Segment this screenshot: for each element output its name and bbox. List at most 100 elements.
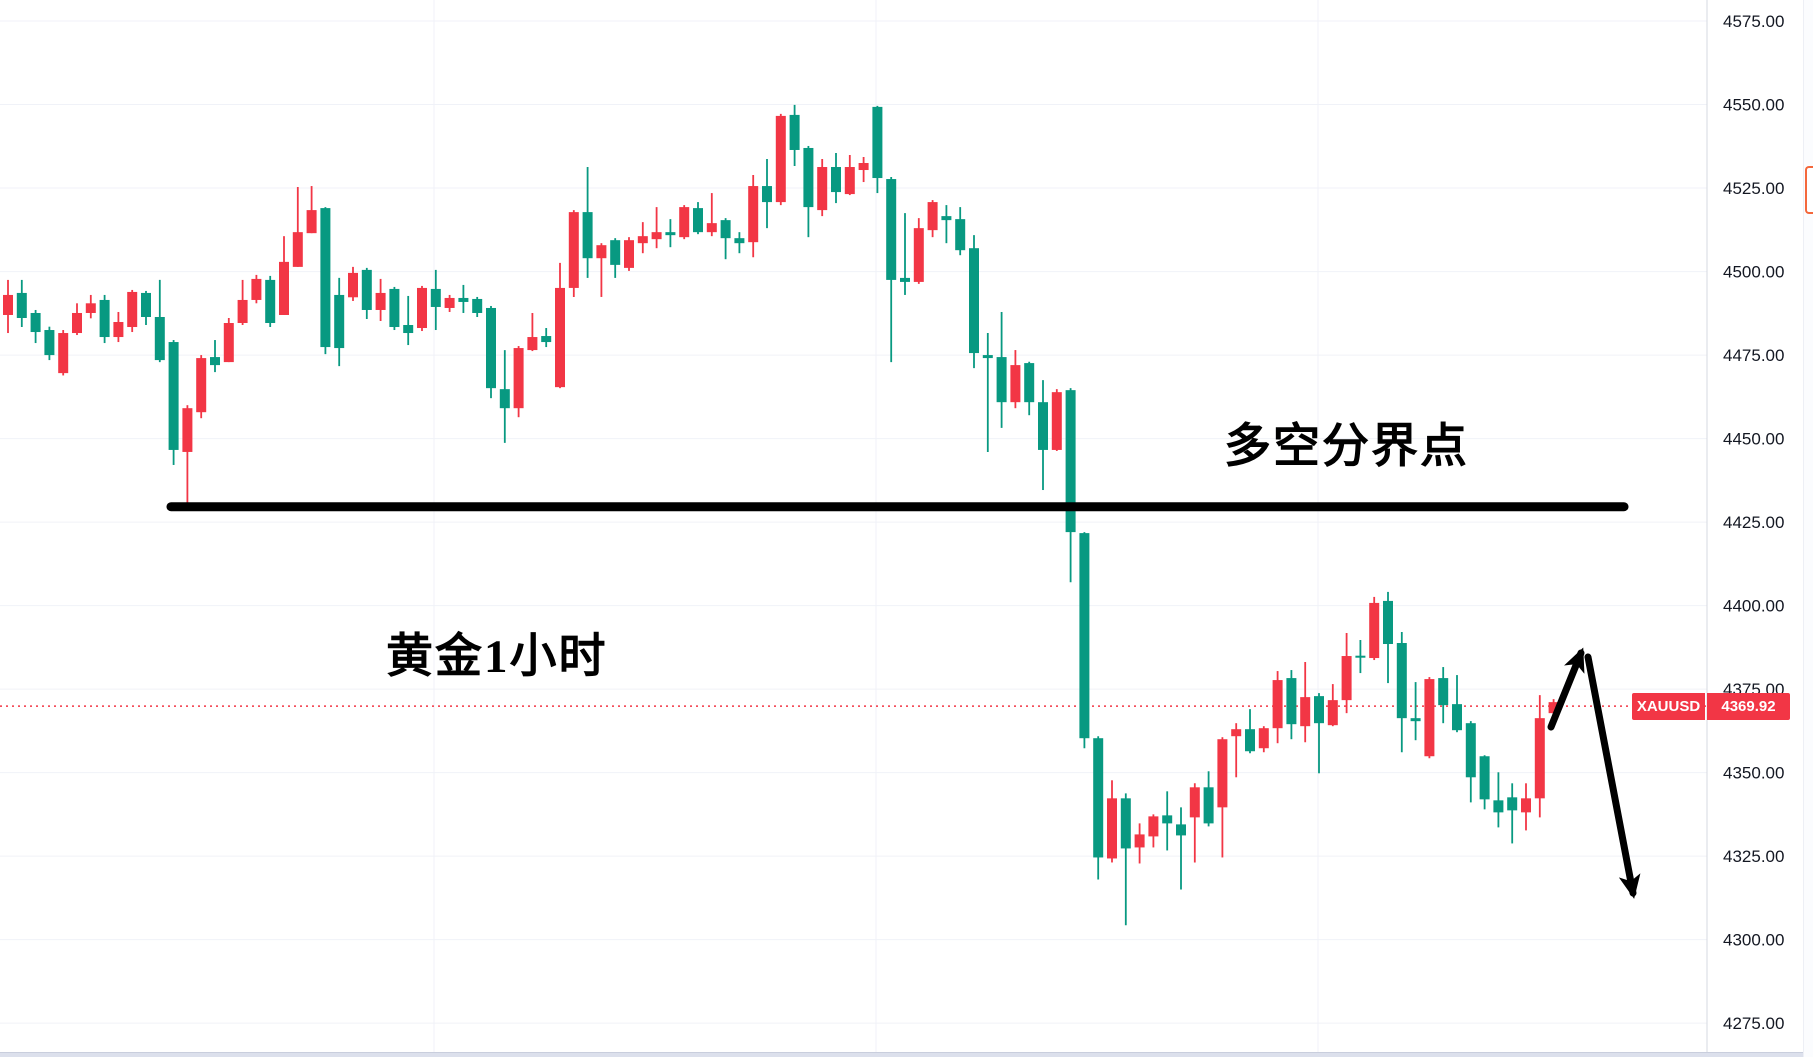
candle (872, 105, 883, 194)
side-toolbar-strip (1803, 0, 1813, 1057)
candle (1383, 591, 1393, 684)
candle (582, 167, 593, 278)
candle (361, 267, 372, 319)
candle (458, 284, 469, 313)
candle (900, 213, 910, 295)
price-tick-label: 4475.00 (1723, 346, 1784, 365)
timeframe-annotation-text[interactable]: 黄金1小时 (386, 631, 608, 683)
candle (1424, 677, 1435, 759)
candle (858, 156, 869, 183)
candle (154, 279, 165, 363)
candle (734, 232, 745, 254)
candle (430, 269, 441, 331)
candle (1148, 814, 1159, 848)
price-tick-label: 4425.00 (1723, 513, 1784, 532)
price-tick-label: 4350.00 (1723, 764, 1784, 783)
candle (720, 218, 731, 260)
candle (58, 330, 69, 376)
candle (1396, 631, 1407, 753)
candle (1176, 807, 1186, 890)
resistance-annotation-text[interactable]: 多空分界点 (1224, 421, 1469, 473)
candle (348, 266, 358, 301)
price-tick-label: 4300.00 (1723, 931, 1784, 950)
candle (762, 158, 772, 229)
candle (265, 275, 276, 328)
trend-arrow-drawing[interactable] (1547, 647, 1641, 899)
candle (527, 312, 538, 352)
candle (555, 262, 565, 389)
candle (444, 294, 455, 312)
candle (72, 303, 82, 336)
side-toolbar-marker[interactable] (1805, 166, 1813, 214)
candle (1410, 682, 1421, 741)
candle (706, 193, 717, 237)
time-axis-strip[interactable] (0, 1052, 1813, 1057)
candle (1203, 771, 1214, 827)
candle (182, 405, 193, 504)
candle (292, 187, 303, 267)
candle (1038, 380, 1048, 491)
candle (30, 309, 41, 344)
candle (1120, 793, 1131, 926)
candle (1162, 791, 1173, 851)
candle (1479, 755, 1490, 810)
price-tick-label: 4325.00 (1723, 847, 1784, 866)
candle (1355, 640, 1366, 674)
candle (486, 305, 496, 399)
candle (817, 158, 828, 217)
candle (1272, 671, 1283, 744)
price-tick-label: 4275.00 (1723, 1014, 1784, 1033)
candle (541, 328, 552, 348)
candle (1024, 361, 1035, 416)
candle (844, 154, 855, 196)
candle (679, 205, 690, 240)
candle (1231, 723, 1242, 778)
candle (1438, 667, 1449, 724)
candle (168, 340, 179, 465)
candle (85, 294, 96, 319)
candle (927, 200, 938, 238)
candle (403, 295, 414, 346)
candle (775, 113, 786, 206)
candle (996, 311, 1007, 428)
candle (1189, 783, 1200, 863)
candle (1314, 693, 1324, 774)
candle (1134, 823, 1145, 864)
candle (1258, 726, 1269, 753)
price-tick-label: 4575.00 (1723, 12, 1784, 31)
candle (196, 355, 207, 419)
candle (3, 279, 13, 334)
candle (389, 286, 400, 331)
candle (127, 289, 138, 333)
price-tick-label: 4500.00 (1723, 263, 1784, 282)
candle (637, 222, 648, 254)
candle (1534, 695, 1545, 818)
candle (1010, 350, 1021, 409)
gridlines (0, 0, 1707, 1052)
candle (789, 104, 800, 167)
candle (748, 175, 759, 258)
candle (1093, 736, 1104, 880)
candle (1079, 532, 1090, 749)
candle (1341, 632, 1352, 714)
candle (223, 317, 234, 363)
badge-symbol: XAUUSD (1632, 693, 1705, 720)
candle (279, 236, 289, 315)
candle (693, 202, 703, 235)
candle (665, 219, 676, 248)
price-tick-label: 4550.00 (1723, 96, 1784, 115)
candle (969, 235, 979, 369)
candle (1369, 596, 1380, 661)
candle (596, 243, 607, 297)
price-tick-label: 4450.00 (1723, 430, 1784, 449)
candle (831, 152, 841, 204)
current-price-badge: XAUUSD 4369.92 (1632, 693, 1790, 720)
candle (651, 207, 662, 249)
price-tick-label: 4400.00 (1723, 597, 1784, 616)
candle (375, 278, 386, 322)
candle (237, 279, 248, 326)
price-axis[interactable]: 4575.00 4550.00 4525.00 4500.00 4475.00 4450.… (1706, 0, 1784, 1052)
candle (941, 205, 952, 244)
